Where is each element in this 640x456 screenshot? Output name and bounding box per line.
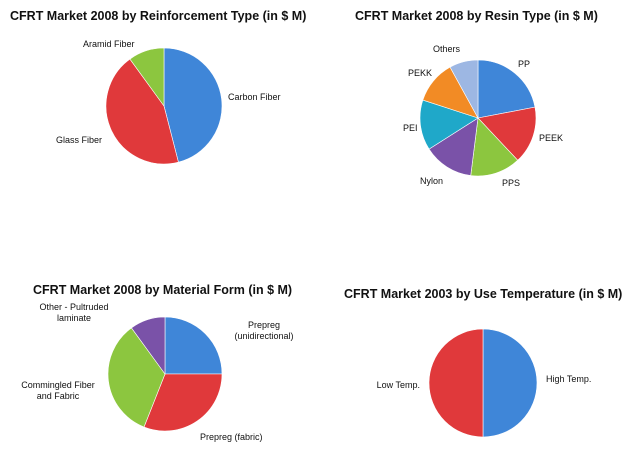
reinforcement-type-pie-chart: CFRT Market 2008 by Reinforcement Type (… [10, 9, 306, 165]
slice-label: Prepreg (fabric) [200, 432, 263, 442]
material-form-pie-chart: CFRT Market 2008 by Material Form (in $ … [21, 283, 293, 442]
pie-slice-commingled-fiber-and-fabric [107, 327, 166, 428]
slice-label: PEI [403, 123, 418, 133]
use-temperature-pie-chart: CFRT Market 2003 by Use Temperature (in … [344, 287, 622, 438]
slice-label: Others [433, 44, 461, 54]
resin-type-panel: CFRT Market 2008 by Resin Type (in $ M) … [320, 0, 640, 228]
pie-slice-low-temp [428, 328, 484, 438]
pie-slice-pps [470, 117, 519, 177]
slice-label: Prepreg (unidirectional) [234, 320, 293, 341]
pie-slice-others [449, 59, 479, 119]
chart-title: CFRT Market 2008 by Reinforcement Type (… [10, 9, 306, 23]
pie-slice-peek [477, 106, 537, 161]
pie-slice-high-temp [482, 328, 538, 438]
material-form-panel: CFRT Market 2008 by Material Form (in $ … [0, 228, 320, 456]
pie-slice-prepreg-fabric [143, 373, 223, 432]
pie-slice-carbon-fiber [163, 47, 223, 163]
pie-slice-other-pultruded-laminate [131, 316, 166, 375]
slice-label: Glass Fiber [56, 135, 102, 145]
chart-title: CFRT Market 2003 by Use Temperature (in … [344, 287, 622, 301]
slice-label: Low Temp. [377, 380, 420, 390]
slice-label: Carbon Fiber [228, 92, 281, 102]
pie-slice-glass-fiber [105, 58, 179, 165]
use-temperature-panel: CFRT Market 2003 by Use Temperature (in … [320, 228, 640, 456]
pie-slice-aramid-fiber [129, 47, 165, 107]
reinforcement-type-panel: CFRT Market 2008 by Reinforcement Type (… [0, 0, 320, 228]
slice-label: PEEK [539, 133, 563, 143]
slice-label: Nylon [420, 176, 443, 186]
slice-label: Aramid Fiber [83, 39, 135, 49]
resin-type-pie-chart: CFRT Market 2008 by Resin Type (in $ M) … [355, 9, 598, 188]
slice-label: High Temp. [546, 374, 591, 384]
pie-slice-prepreg-unidirectional [164, 316, 223, 375]
slice-label: Commingled Fiber and Fabric [21, 380, 95, 401]
pie-slice-pei [419, 99, 479, 150]
slice-label: Other - Pultruded laminate [39, 302, 108, 323]
slice-label: PP [518, 59, 530, 69]
slice-label: PEKK [408, 68, 432, 78]
pie-slice-nylon [428, 117, 479, 176]
slice-label: PPS [502, 178, 520, 188]
chart-title: CFRT Market 2008 by Material Form (in $ … [33, 283, 292, 297]
chart-title: CFRT Market 2008 by Resin Type (in $ M) [355, 9, 598, 23]
pie-slice-pp [477, 59, 536, 119]
